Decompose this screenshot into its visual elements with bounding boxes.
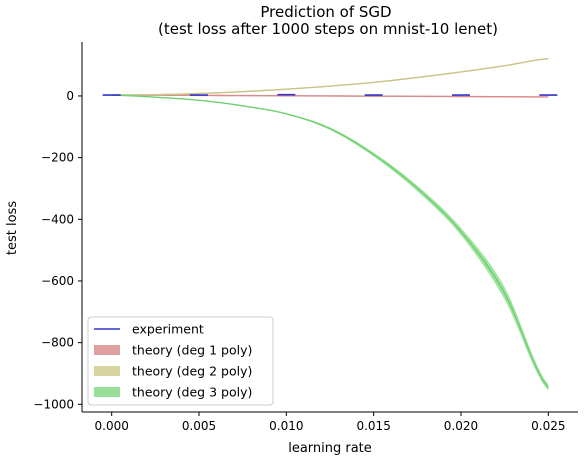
chart-title: Prediction of SGD — [260, 3, 391, 21]
y-tick-label: −600 — [41, 274, 74, 288]
axes: 0.000 0.005 0.010 0.015 0.020 0.025 0 −200 −400 −… — [33, 42, 578, 433]
y-tick-label: −800 — [41, 336, 74, 350]
legend-swatch — [94, 366, 120, 376]
x-tick-label: 0.015 — [356, 419, 390, 433]
y-tick-label: −200 — [41, 151, 74, 165]
legend-box — [87, 316, 274, 406]
y-tick-label: 0 — [66, 89, 74, 103]
y-axis-label: test loss — [5, 201, 20, 255]
plot-area — [102, 57, 558, 391]
y-tick-label: −400 — [41, 212, 74, 226]
x-tick-label: 0.010 — [269, 419, 303, 433]
series-line-2 — [111, 57, 549, 96]
legend-label: experiment — [132, 322, 204, 337]
x-tick-label: 0.000 — [95, 419, 129, 433]
legend-swatch — [94, 387, 120, 397]
legend-label: theory (deg 2 poly) — [132, 364, 252, 379]
legend-swatch — [94, 345, 120, 355]
legend-label: theory (deg 1 poly) — [132, 343, 252, 358]
series-line-1 — [111, 94, 549, 98]
chart-subtitle: (test loss after 1000 steps on mnist-10 … — [158, 20, 498, 38]
x-tick-label: 0.025 — [531, 419, 565, 433]
x-tick-label: 0.005 — [182, 419, 216, 433]
legend-label: theory (deg 3 poly) — [132, 385, 252, 400]
series-line-3 — [111, 94, 549, 389]
x-axis-label: learning rate — [288, 441, 372, 456]
x-tick-label: 0.020 — [444, 419, 478, 433]
y-tick-label: −1000 — [33, 397, 74, 411]
legend: experiment theory (deg 1 poly) theory (deg… — [87, 316, 274, 406]
series-band-2 — [111, 58, 549, 96]
